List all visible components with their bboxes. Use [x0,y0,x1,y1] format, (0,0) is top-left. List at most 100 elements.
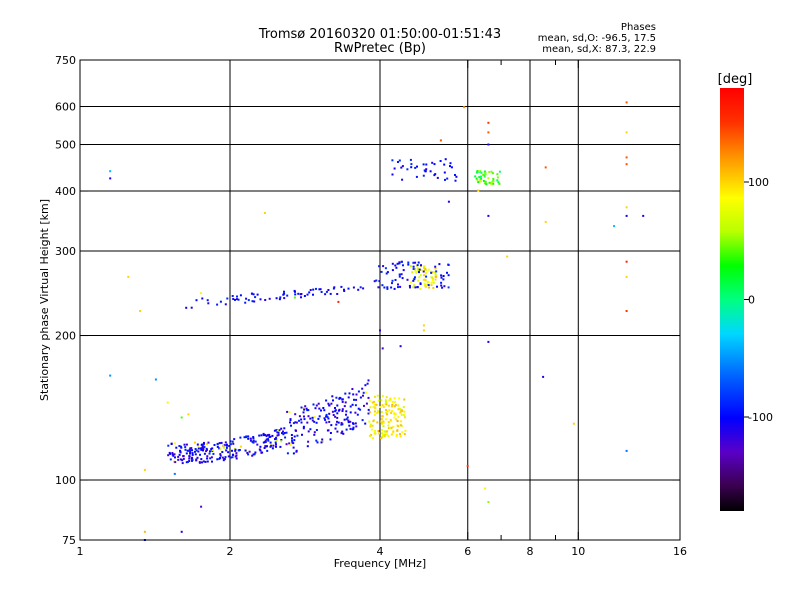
data-point [414,269,417,272]
data-point [336,404,339,407]
data-point [243,436,246,439]
data-point [354,411,357,414]
data-point [416,264,419,267]
data-point [302,427,305,430]
data-point [184,446,187,449]
data-point [401,165,404,168]
data-point [249,437,252,440]
data-point [475,177,478,180]
data-point [200,458,203,461]
data-point [317,402,320,405]
data-point [219,300,222,303]
data-point [198,461,201,464]
data-point [395,266,398,269]
data-point [319,288,322,291]
data-point [256,293,259,296]
data-point [364,384,367,387]
data-point [400,413,403,416]
data-point [202,448,205,450]
data-point [412,268,415,270]
data-point [381,394,384,397]
data-point [385,418,388,421]
data-point [443,171,446,174]
data-point [237,449,240,452]
data-point [206,448,208,451]
data-point [544,166,547,169]
data-point [386,433,389,436]
data-point [416,286,419,289]
data-point [191,453,194,456]
data-point [397,161,399,163]
data-point [327,402,330,405]
data-point [264,439,267,442]
data-point [341,400,344,403]
data-point [109,374,112,377]
data-point [263,212,266,214]
data-point [229,443,232,446]
data-point [167,454,170,457]
data-point [173,453,176,456]
data-point [352,286,355,289]
data-point [200,448,203,451]
data-point [346,416,349,419]
data-point [335,423,338,426]
y-tick-label: 200 [55,330,76,343]
data-point [572,422,575,425]
data-point [323,409,326,412]
data-point [613,225,616,228]
data-point [201,447,204,450]
data-point [204,460,207,463]
data-point [254,451,257,454]
data-point [398,275,401,278]
data-point [491,172,494,175]
y-tick-label: 500 [55,139,76,152]
data-point [253,300,256,303]
data-point [447,274,450,277]
data-point [234,455,237,458]
data-point [399,285,402,288]
data-point [398,273,401,276]
data-point [279,445,282,448]
data-point [394,279,397,281]
data-point [251,300,254,303]
data-point [329,438,332,441]
data-points [109,101,645,541]
data-point [367,396,370,399]
data-point [642,214,645,217]
data-point [195,459,198,462]
data-point [496,179,499,182]
data-point [375,403,378,406]
data-point [430,281,433,284]
data-point [213,444,216,446]
data-point [295,429,297,432]
colorbar-ticks: 100 0 -100 [744,176,773,424]
data-point [426,283,429,286]
data-point [374,406,377,409]
data-point [391,262,394,265]
data-point [201,445,204,448]
data-point [388,399,391,402]
data-point [394,413,397,416]
data-point [328,420,331,423]
data-point [392,430,395,433]
data-point [377,399,380,402]
data-point [383,286,386,289]
data-point [290,434,293,436]
data-point [195,449,198,452]
data-point [315,421,318,424]
data-point [315,439,318,442]
data-point [418,276,421,279]
data-point [218,442,221,445]
data-point [200,292,203,295]
data-point [271,447,274,450]
data-point [384,267,387,270]
data-point [292,446,295,449]
data-point [275,443,277,446]
data-point [395,434,398,436]
data-point [264,434,267,437]
data-point [349,411,352,414]
data-point [544,220,547,223]
data-point [173,442,176,445]
data-point [201,461,203,464]
data-point [443,285,446,288]
